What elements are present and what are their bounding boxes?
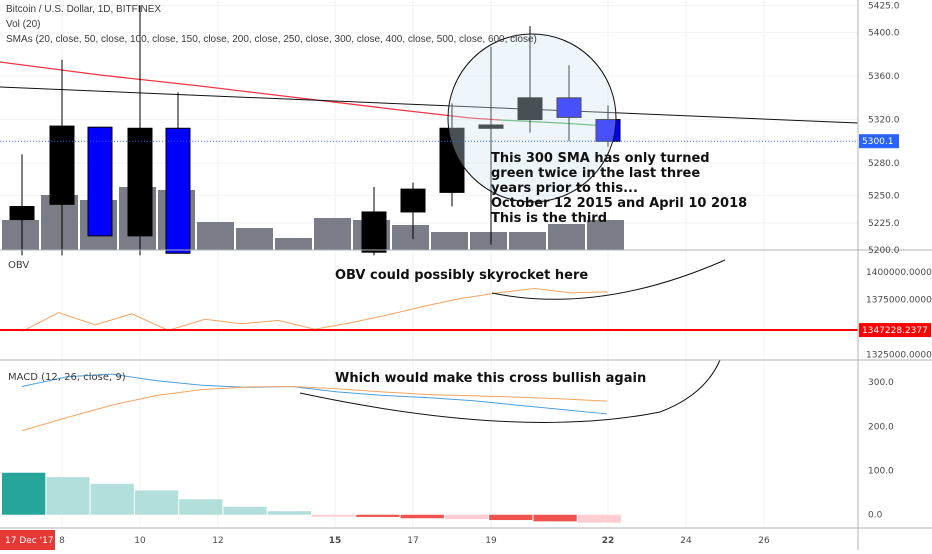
obv-title: OBV [8, 260, 29, 271]
macd-projection-curve [299, 359, 721, 423]
price-tick-label: 5225.0 [868, 219, 900, 229]
macd-histogram-bar [533, 514, 577, 522]
price-tick-label: 5400.0 [868, 29, 900, 39]
macd-histogram-bar [223, 506, 267, 515]
volume-bar [236, 228, 273, 250]
price-tick-label: 5320.0 [868, 116, 900, 126]
macd-histogram-bar [312, 514, 356, 517]
x-tick-label: 12 [212, 536, 223, 546]
macd-histogram-bar [400, 514, 444, 519]
volume-bar [275, 238, 312, 250]
candle-body [9, 206, 35, 221]
volume-bar [509, 232, 546, 250]
obv-annotation: OBV could possibly skyrocket here [335, 268, 588, 283]
macd-histogram-bar [134, 490, 179, 515]
macd-line [21, 373, 608, 415]
price-tick-label: 5425.0 [868, 1, 900, 11]
obv-tick-label: 1400000.0000 [866, 268, 932, 278]
volume-bar [2, 220, 39, 250]
sma-annotation-line: This is the third [491, 211, 607, 226]
obv-level-badge [859, 323, 931, 338]
candle-body [361, 211, 387, 253]
x-tick-label: 24 [680, 536, 692, 546]
candle-body [49, 125, 75, 205]
candle-body [400, 188, 426, 213]
macd-title: MACD (12, 26, close, 9) [8, 372, 126, 383]
x-tick-label: 22 [602, 536, 615, 546]
x-tick-label: 26 [758, 536, 770, 546]
x-tick-label: 17 [407, 536, 418, 546]
macd-histogram-bar [489, 514, 533, 521]
candle-body [165, 127, 191, 254]
macd-histogram-bar [444, 514, 489, 520]
macd-histogram-bar [577, 514, 621, 523]
volume-bar [548, 224, 585, 250]
sma-indicator-label[interactable]: SMAs (20, close, 50, close, 100, close, … [6, 34, 537, 45]
sma-annotation-line: This 300 SMA has only turned [491, 151, 710, 166]
macd-annotation: Which would make this cross bullish agai… [335, 371, 646, 386]
x-tick-label: 19 [485, 536, 497, 546]
price-tick-label: 5280.0 [868, 159, 900, 169]
volume-bar [392, 225, 429, 250]
obv-projection-curve [491, 259, 726, 300]
price-tick-label: 5360.0 [868, 72, 900, 82]
macd-tick-label: 0.0 [868, 511, 883, 521]
sma-300-line [0, 61, 501, 121]
highlight-circle [447, 33, 617, 203]
macd-histogram-bar [356, 514, 400, 517]
macd-histogram-bar [267, 511, 311, 515]
obv-pane: OBV could possibly skyrocket here [0, 259, 858, 332]
macd-tick-label: 200.0 [868, 422, 894, 432]
volume-bar [470, 232, 507, 250]
sma-300-green-segment [499, 119, 609, 127]
symbol-title[interactable]: Bitcoin / U.S. Dollar, 1D, BITFINEX [6, 4, 162, 15]
candle-body [87, 126, 113, 237]
candle-body [478, 124, 504, 129]
sma-annotation-line: green twice in the last three [491, 166, 700, 181]
macd-histogram-bar [46, 477, 90, 515]
macd-tick-label: 300.0 [868, 378, 894, 388]
obv-level-label: 1347228.2377 [862, 326, 928, 336]
last-price-label: 5300.1 [862, 137, 894, 147]
x-tick-label: 10 [134, 536, 146, 546]
volume-bar [587, 220, 624, 250]
price-tick-label: 5200.0 [868, 246, 900, 256]
sma-annotation-line: October 12 2015 and April 10 2018 [491, 196, 747, 211]
obv-tick-label: 1325000.0000 [866, 351, 932, 361]
candle-body [127, 127, 153, 237]
trendline [0, 86, 859, 124]
macd-pane: Which would make this cross bullish agai… [2, 359, 721, 523]
macd-histogram-bar [90, 483, 134, 515]
date-badge-label: 17 Dec '17 [5, 536, 54, 546]
last-price-badge [859, 134, 899, 149]
date-badge [0, 530, 55, 550]
macd-tick-label: 100.0 [868, 467, 894, 477]
candle-body [556, 97, 582, 118]
sma-annotation-line: years prior to this... [491, 181, 638, 196]
x-tick-label: 8 [59, 536, 65, 546]
price-tick-label: 5250.0 [868, 192, 900, 202]
volume-bar [314, 218, 351, 250]
x-tick-label: 15 [329, 536, 342, 546]
volume-bar [431, 232, 468, 250]
macd-histogram-bar [2, 472, 46, 515]
obv-tick-label: 1375000.0000 [866, 296, 932, 306]
candle-body [517, 97, 543, 121]
volume-bar [197, 222, 234, 250]
macd-histogram-bar [179, 499, 223, 515]
volume-indicator-label[interactable]: Vol (20) [6, 19, 41, 30]
signal-line [21, 386, 608, 432]
